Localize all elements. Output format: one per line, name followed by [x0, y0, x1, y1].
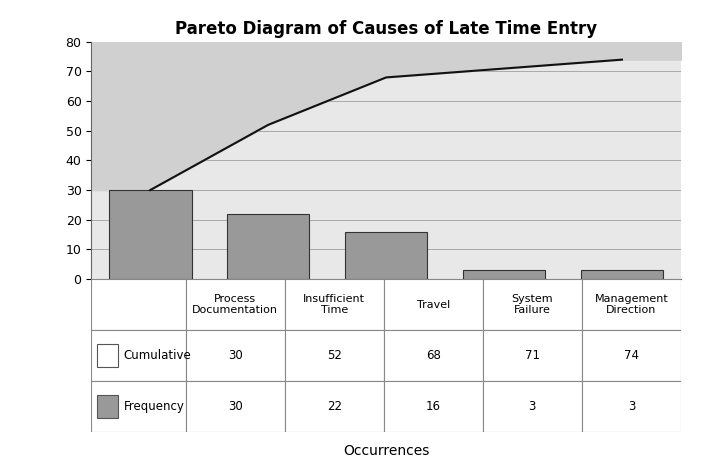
Bar	[384, 381, 483, 432]
Bar	[582, 330, 681, 381]
Text: 3: 3	[628, 400, 635, 413]
Text: 22: 22	[326, 400, 342, 413]
Text: Travel: Travel	[417, 299, 450, 310]
Text: Management
Direction: Management Direction	[595, 294, 668, 315]
Bar	[185, 330, 285, 381]
Bar	[483, 279, 582, 330]
Bar	[97, 344, 118, 367]
Bar	[582, 381, 681, 432]
Bar	[483, 330, 582, 381]
Text: 16: 16	[426, 400, 441, 413]
Bar	[384, 279, 483, 330]
Bar	[581, 270, 663, 279]
Text: 52: 52	[326, 349, 342, 362]
Text: 74: 74	[624, 349, 639, 362]
Bar	[582, 279, 681, 330]
Bar	[185, 381, 285, 432]
Bar	[285, 330, 384, 381]
Text: Cumulative: Cumulative	[124, 349, 192, 362]
Text: 30: 30	[227, 400, 242, 413]
Text: Frequency: Frequency	[124, 400, 185, 413]
Bar	[483, 381, 582, 432]
Bar	[109, 190, 192, 279]
Bar	[384, 330, 483, 381]
Text: Insufficient
Time: Insufficient Time	[303, 294, 365, 315]
Text: 3: 3	[529, 400, 536, 413]
Text: Occurrences: Occurrences	[343, 444, 430, 458]
Text: Process
Documentation: Process Documentation	[192, 294, 278, 315]
Bar	[91, 279, 185, 330]
Bar	[91, 330, 185, 381]
Bar	[91, 381, 185, 432]
Bar	[185, 279, 285, 330]
Bar	[97, 395, 118, 418]
Bar	[285, 381, 384, 432]
Bar	[345, 232, 428, 279]
Text: 71: 71	[525, 349, 540, 362]
Bar	[285, 279, 384, 330]
Text: 68: 68	[426, 349, 441, 362]
Title: Pareto Diagram of Causes of Late Time Entry: Pareto Diagram of Causes of Late Time En…	[175, 20, 597, 38]
Text: 30: 30	[227, 349, 242, 362]
Text: System
Failure: System Failure	[512, 294, 553, 315]
Bar	[227, 214, 310, 279]
Bar	[463, 270, 545, 279]
